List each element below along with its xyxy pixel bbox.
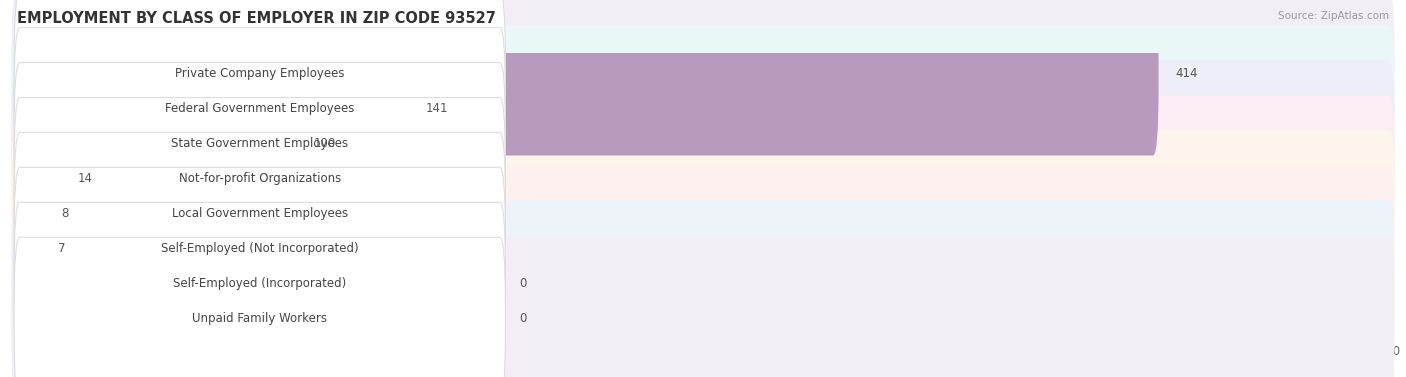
- Text: 100: 100: [314, 137, 336, 150]
- Text: Private Company Employees: Private Company Employees: [174, 67, 344, 80]
- Text: State Government Employees: State Government Employees: [172, 137, 349, 150]
- Text: EMPLOYMENT BY CLASS OF EMPLOYER IN ZIP CODE 93527: EMPLOYMENT BY CLASS OF EMPLOYER IN ZIP C…: [17, 11, 496, 26]
- Text: Self-Employed (Not Incorporated): Self-Employed (Not Incorporated): [160, 242, 359, 255]
- Text: 14: 14: [77, 172, 93, 185]
- FancyBboxPatch shape: [11, 167, 42, 330]
- Text: 8: 8: [60, 207, 67, 220]
- FancyBboxPatch shape: [14, 132, 505, 294]
- FancyBboxPatch shape: [11, 0, 1159, 155]
- FancyBboxPatch shape: [11, 132, 45, 295]
- FancyBboxPatch shape: [11, 165, 1395, 332]
- FancyBboxPatch shape: [11, 130, 1395, 297]
- Text: Local Government Employees: Local Government Employees: [172, 207, 347, 220]
- Text: Unpaid Family Workers: Unpaid Family Workers: [193, 312, 328, 325]
- FancyBboxPatch shape: [11, 235, 1395, 377]
- Text: 0: 0: [519, 312, 526, 325]
- FancyBboxPatch shape: [11, 97, 60, 261]
- FancyBboxPatch shape: [14, 0, 505, 155]
- FancyBboxPatch shape: [11, 60, 1395, 227]
- Text: Not-for-profit Organizations: Not-for-profit Organizations: [179, 172, 340, 185]
- Text: 414: 414: [1175, 67, 1198, 80]
- FancyBboxPatch shape: [11, 26, 1395, 192]
- Text: Self-Employed (Incorporated): Self-Employed (Incorporated): [173, 277, 346, 290]
- FancyBboxPatch shape: [14, 237, 505, 377]
- FancyBboxPatch shape: [14, 167, 505, 329]
- Text: Source: ZipAtlas.com: Source: ZipAtlas.com: [1278, 11, 1389, 21]
- Text: 0: 0: [519, 277, 526, 290]
- FancyBboxPatch shape: [14, 28, 505, 190]
- Text: Federal Government Employees: Federal Government Employees: [165, 102, 354, 115]
- FancyBboxPatch shape: [11, 200, 1395, 366]
- Text: 141: 141: [426, 102, 449, 115]
- FancyBboxPatch shape: [14, 202, 505, 365]
- FancyBboxPatch shape: [14, 63, 505, 225]
- Text: 7: 7: [58, 242, 66, 255]
- FancyBboxPatch shape: [11, 0, 1395, 157]
- FancyBboxPatch shape: [11, 62, 297, 225]
- FancyBboxPatch shape: [11, 27, 409, 190]
- FancyBboxPatch shape: [14, 98, 505, 260]
- FancyBboxPatch shape: [11, 95, 1395, 262]
